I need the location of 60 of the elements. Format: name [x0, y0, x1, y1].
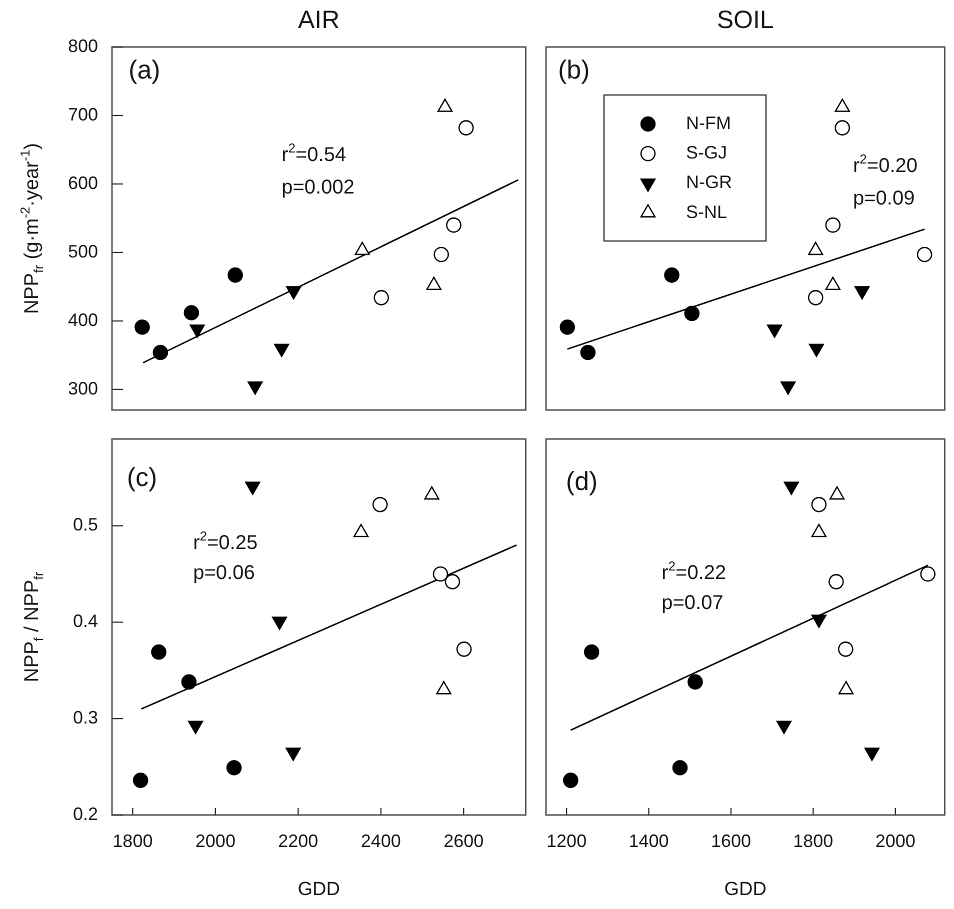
chart-title: SOIL [716, 6, 774, 34]
point [190, 324, 205, 338]
x-tick-label: 1800 [112, 830, 153, 851]
x-tick-label: 2200 [278, 830, 318, 851]
x-tick-label: 2000 [875, 830, 916, 851]
annotation: p=0.06 [193, 562, 255, 584]
legend-label: S-NL [686, 202, 728, 222]
point [228, 267, 243, 283]
point [684, 306, 700, 322]
annotation: (a) [128, 54, 160, 85]
point [580, 344, 596, 360]
point [916, 246, 932, 262]
chart-title: AIR [298, 6, 340, 34]
point [834, 98, 850, 112]
y-tick-label: 0.5 [72, 514, 98, 535]
point [152, 344, 168, 360]
x-tick-label: 1800 [793, 830, 834, 851]
y-tick-label: 500 [68, 241, 98, 262]
legend-label: N-GR [686, 172, 732, 192]
point [766, 324, 782, 338]
annotation: p=0.002 [282, 176, 354, 199]
point [808, 344, 824, 358]
point [374, 290, 389, 306]
y-tick-label: 0.2 [72, 804, 98, 824]
x-tick-label: 2600 [444, 830, 484, 851]
y-tick-label: 0.4 [72, 611, 98, 632]
legend-label: S-GJ [686, 142, 728, 163]
point [248, 381, 263, 395]
point [825, 217, 841, 233]
y-tick-label: 600 [68, 172, 98, 193]
annotation: p=0.09 [853, 188, 915, 210]
y-axis-title: NPPf / NPPfr [21, 571, 46, 682]
point [664, 267, 680, 283]
legend-label: N-FM [686, 112, 731, 133]
x-axis-title: GDD [724, 879, 766, 900]
point [184, 305, 200, 320]
x-tick-label: 2400 [360, 830, 401, 851]
point [434, 246, 449, 262]
point [274, 344, 290, 358]
y-tick-label: 300 [68, 378, 98, 398]
point [134, 319, 150, 335]
x-tick-label: 2000 [195, 830, 236, 851]
y-tick-label: 700 [68, 104, 98, 124]
annotation: (b) [558, 54, 590, 85]
point [437, 98, 453, 112]
annotation: p=0.07 [662, 592, 724, 614]
x-tick-label: 1600 [710, 830, 751, 851]
point [808, 290, 824, 306]
point [560, 319, 576, 335]
y-axis-title: NPPfr (g·m-2·year-1) [18, 142, 46, 314]
x-tick-label: 1400 [628, 830, 669, 851]
x-tick-label: 1200 [546, 830, 587, 851]
x-axis-title: GDD [298, 879, 340, 900]
y-tick-label: 400 [68, 310, 98, 330]
point [446, 217, 462, 233]
point [780, 381, 796, 395]
annotation: (d) [566, 466, 598, 496]
y-tick-label: 0.3 [72, 708, 98, 728]
y-tick-label: 800 [68, 36, 98, 56]
annotation: (c) [126, 462, 158, 492]
